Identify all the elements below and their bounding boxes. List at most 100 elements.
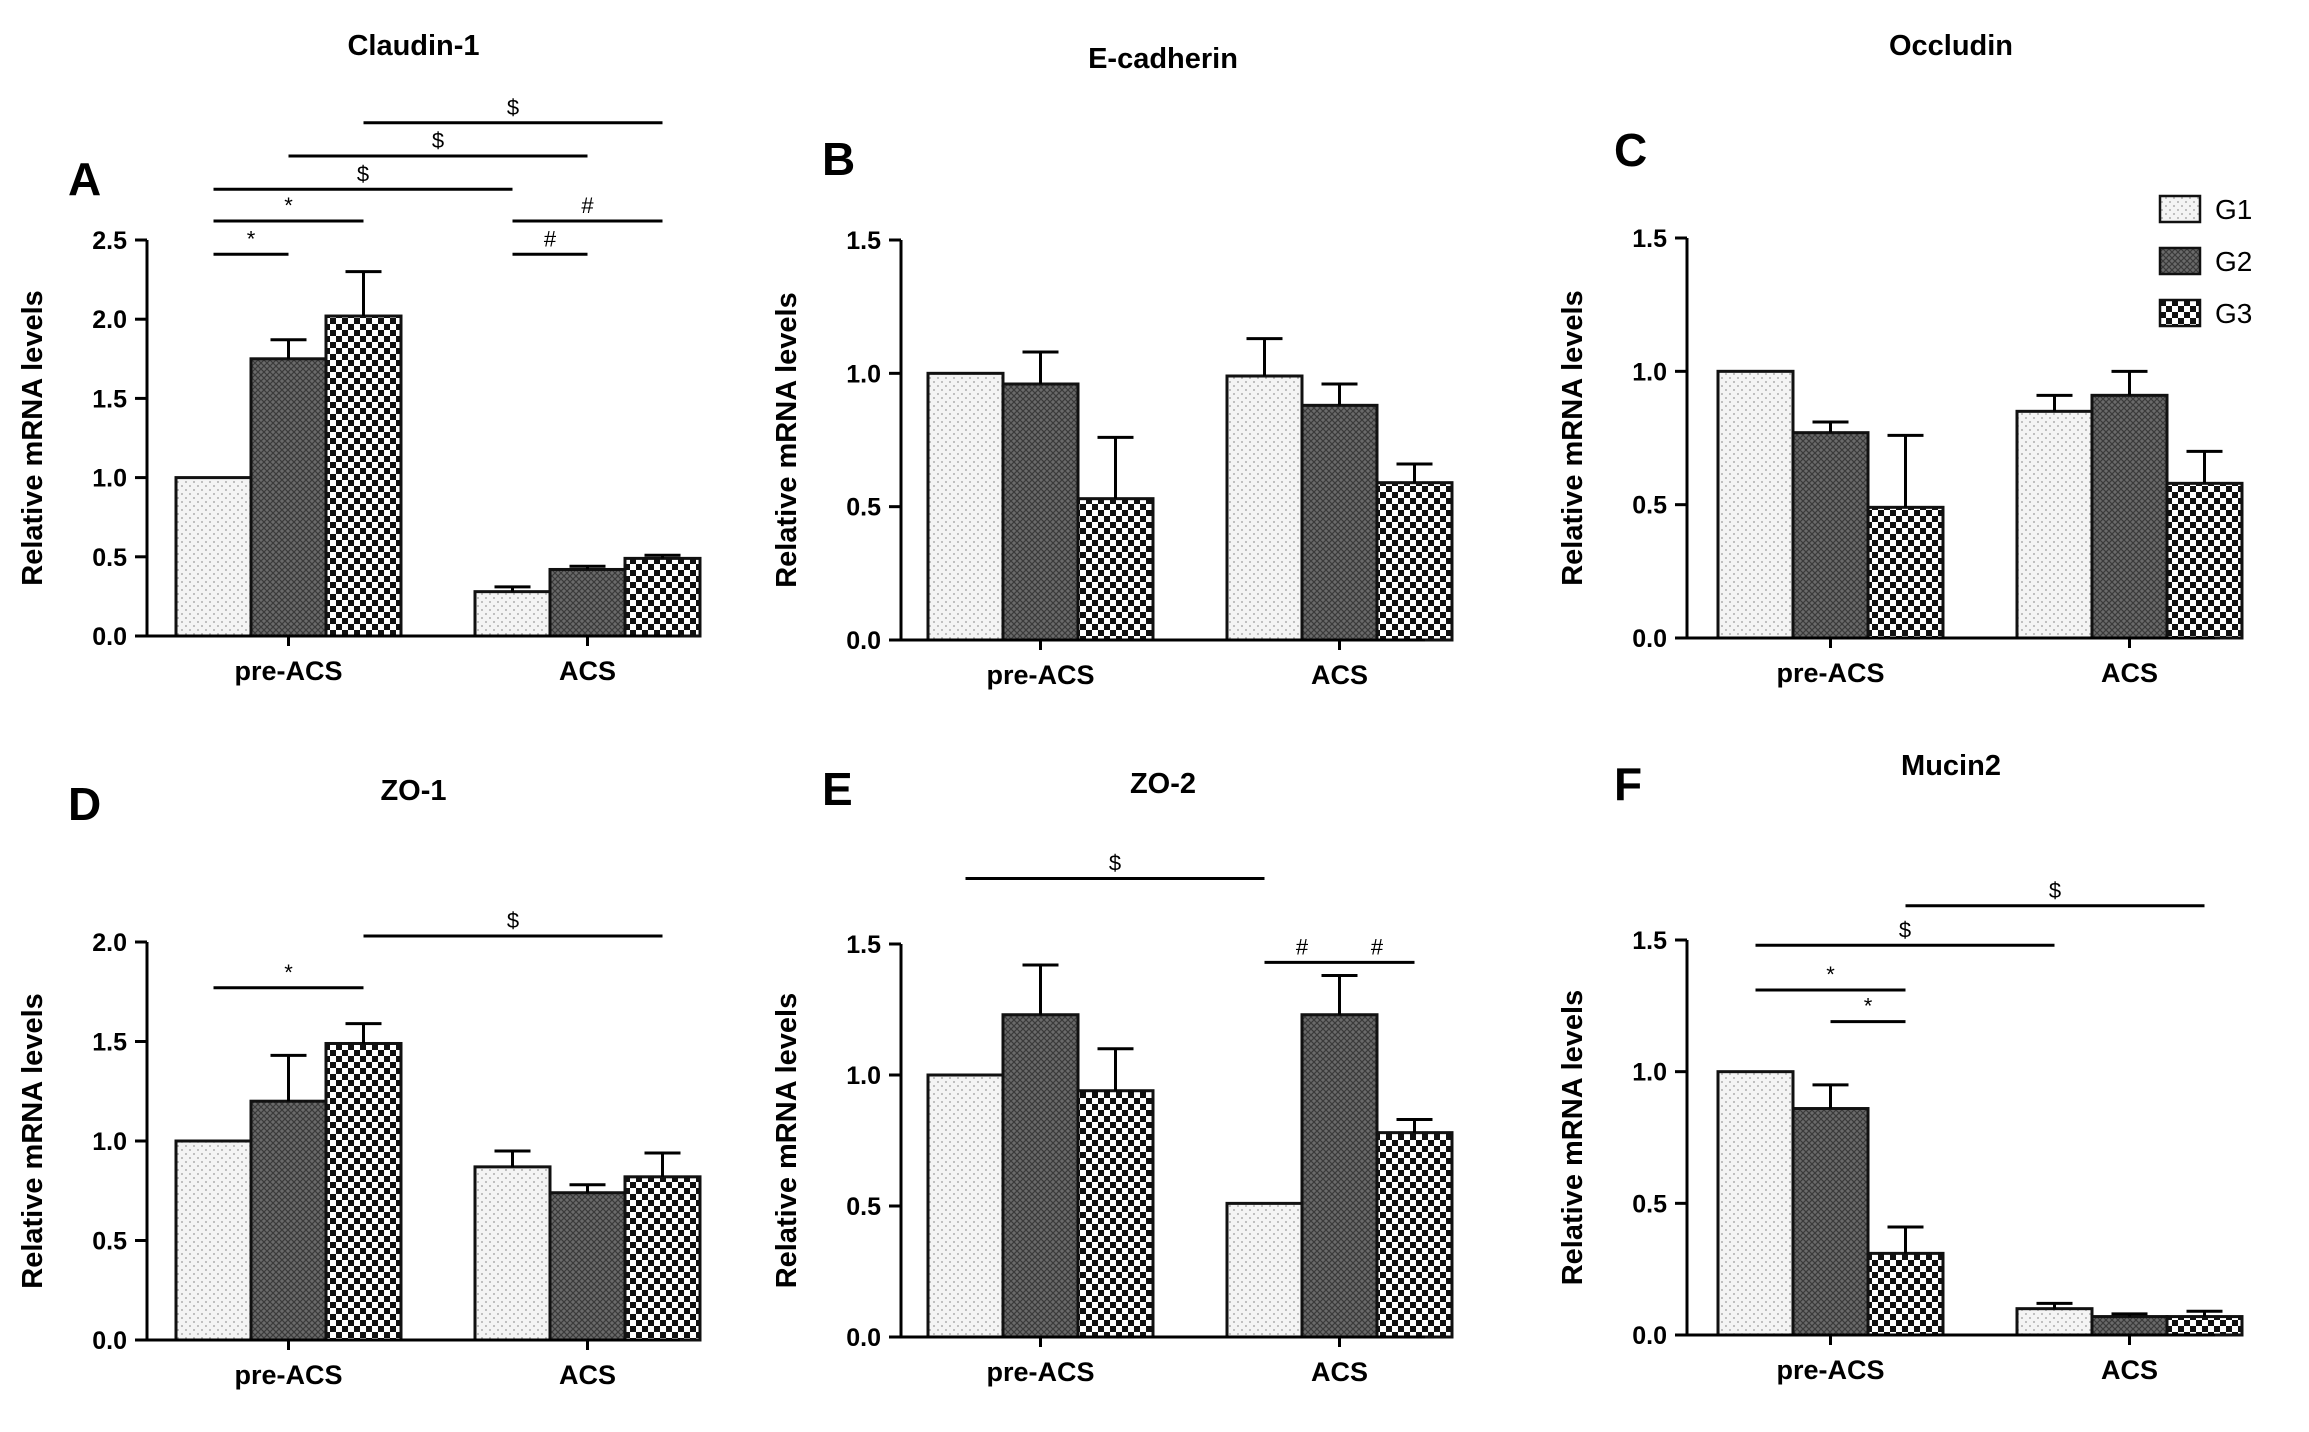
y-tick-label: 0.0 [92,1327,127,1355]
significance-label: # [1296,934,1309,959]
legend-swatch-g2 [2158,246,2202,276]
panel-letter: D [68,778,101,830]
legend-swatch-g1 [2158,194,2202,224]
bar-g1-acs [473,590,552,638]
significance-label: $ [507,908,519,933]
y-tick-label: 1.5 [92,1029,127,1057]
x-tick-label: pre-ACS [986,660,1094,690]
significance-label: * [1864,994,1873,1019]
bar-g2-pre-acs [249,357,328,638]
y-tick-label: 1.0 [846,1062,881,1090]
bar-g1-pre-acs [1716,369,1795,640]
bar-g1-acs [2015,409,2094,640]
bar-g3-pre-acs [1866,1251,1945,1337]
bar-g2-acs [2090,393,2169,640]
y-tick-label: 0.5 [1632,1190,1667,1218]
significance-label: $ [2049,878,2061,903]
significance-label: $ [432,128,444,153]
significance-label: # [581,193,594,218]
x-tick-label: ACS [559,656,616,686]
panel-b: B E-cadherin Relative mRNA levels 0.0 0.5 1.0… [771,43,1454,690]
bar-g3-acs [1375,481,1454,642]
y-tick-label: 1.5 [92,385,127,413]
bar-g1-pre-acs [1716,1070,1795,1337]
panels: A Claudin-1 Relative mRNA levels 0.0 0.5 1.0 1… [17,30,2252,1390]
bar-g3-pre-acs [1866,505,1945,640]
y-tick-label: 0.5 [1632,492,1667,520]
bar-g3-acs [1375,1131,1454,1339]
chart-title: Mucin2 [1901,750,2001,782]
chart-title: ZO-1 [380,775,446,807]
bar-g1-pre-acs [926,371,1005,642]
significance-label: # [1371,934,1384,959]
bar-g2-acs [1300,1013,1379,1339]
legend-swatch-g3 [2158,298,2202,328]
chart-title: ZO-2 [1130,768,1196,800]
significance-label: $ [1899,917,1911,942]
bar-g1-acs [473,1165,552,1342]
y-tick-label: 1.5 [846,931,881,959]
x-tick-label: ACS [2101,1355,2158,1385]
bar-g3-pre-acs [324,314,403,638]
panel-letter: A [68,153,101,205]
bar-g3-pre-acs [324,1041,403,1342]
panel-d: D ZO-1 Relative mRNA levels 0.0 0.5 1.0 1.5 2.0… [17,775,702,1390]
legend-label-g1: G1 [2215,194,2252,225]
bar-g3-acs [623,1175,702,1342]
y-axis-label: Relative mRNA levels [771,292,803,588]
panel-letter: E [822,763,853,815]
y-tick-label: 1.0 [1632,1059,1667,1087]
y-tick-label: 1.0 [1632,358,1667,386]
x-tick-label: pre-ACS [234,656,342,686]
bar-g2-pre-acs [249,1099,328,1342]
bar-g1-acs [1225,1201,1304,1339]
y-tick-label: 0.0 [1632,1322,1667,1350]
y-tick-label: 1.0 [92,465,127,493]
y-axis-label: Relative mRNA levels [17,290,49,586]
significance-label: * [284,960,293,985]
significance-label: $ [1109,851,1121,876]
significance-label: $ [507,95,519,120]
y-tick-label: 0.5 [92,1228,127,1256]
bar-g2-pre-acs [1791,431,1870,640]
y-tick-label: 0.0 [846,627,881,655]
x-tick-label: ACS [559,1360,616,1390]
y-axis-label: Relative mRNA levels [17,993,49,1289]
panel-letter: C [1614,124,1647,176]
bar-g3-pre-acs [1076,1089,1155,1339]
y-axis-label: Relative mRNA levels [1557,290,1589,586]
y-tick-label: 2.5 [92,227,127,255]
y-tick-label: 0.5 [92,544,127,572]
bar-g2-acs [548,567,627,638]
significance-label: * [284,193,293,218]
x-tick-label: ACS [1311,1357,1368,1387]
bar-g1-pre-acs [174,1139,253,1342]
bar-g1-acs [1225,374,1304,642]
bar-g3-pre-acs [1076,497,1155,642]
bar-g2-acs [1300,403,1379,642]
y-tick-label: 0.0 [846,1324,881,1352]
bar-g2-acs [2090,1315,2169,1337]
legend: G1 G2 G3 [2158,194,2252,329]
significance-label: # [544,226,557,251]
chart-title: E-cadherin [1088,43,1238,75]
y-axis-label: Relative mRNA levels [771,993,803,1289]
y-tick-label: 1.5 [846,227,881,255]
panel-letter: B [822,133,855,185]
bar-g2-pre-acs [1001,382,1080,642]
chart-title: Claudin-1 [347,30,479,62]
x-tick-label: ACS [1311,660,1368,690]
significance-label: * [247,226,256,251]
bar-g3-acs [623,556,702,638]
bar-g1-acs [2015,1307,2094,1337]
y-tick-label: 1.5 [1632,927,1667,955]
panel-a: A Claudin-1 Relative mRNA levels 0.0 0.5 1.0 1… [17,30,702,686]
y-axis-label: Relative mRNA levels [1557,990,1589,1286]
y-tick-label: 1.5 [1632,225,1667,253]
y-tick-label: 1.0 [92,1128,127,1156]
panel-c: C Occludin Relative mRNA levels 0.0 0.5 1.0 1.… [1557,30,2244,688]
x-tick-label: pre-ACS [1776,658,1884,688]
chart-title: Occludin [1889,30,2013,62]
bar-g2-pre-acs [1791,1107,1870,1337]
